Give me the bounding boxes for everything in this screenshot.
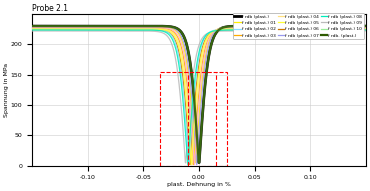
Text: Probe 2.1: Probe 2.1 xyxy=(32,4,68,13)
Legend: f rdb (plast.), f rdb (plast.) 01, f rdb (plast.) 02, f rdb (plast.) 03, f rdb (: f rdb (plast.), f rdb (plast.) 01, f rdb… xyxy=(233,13,364,39)
Bar xyxy=(160,72,227,166)
X-axis label: plast. Dehnung in %: plast. Dehnung in % xyxy=(167,182,231,187)
Y-axis label: Spannung in MPa: Spannung in MPa xyxy=(4,63,9,117)
